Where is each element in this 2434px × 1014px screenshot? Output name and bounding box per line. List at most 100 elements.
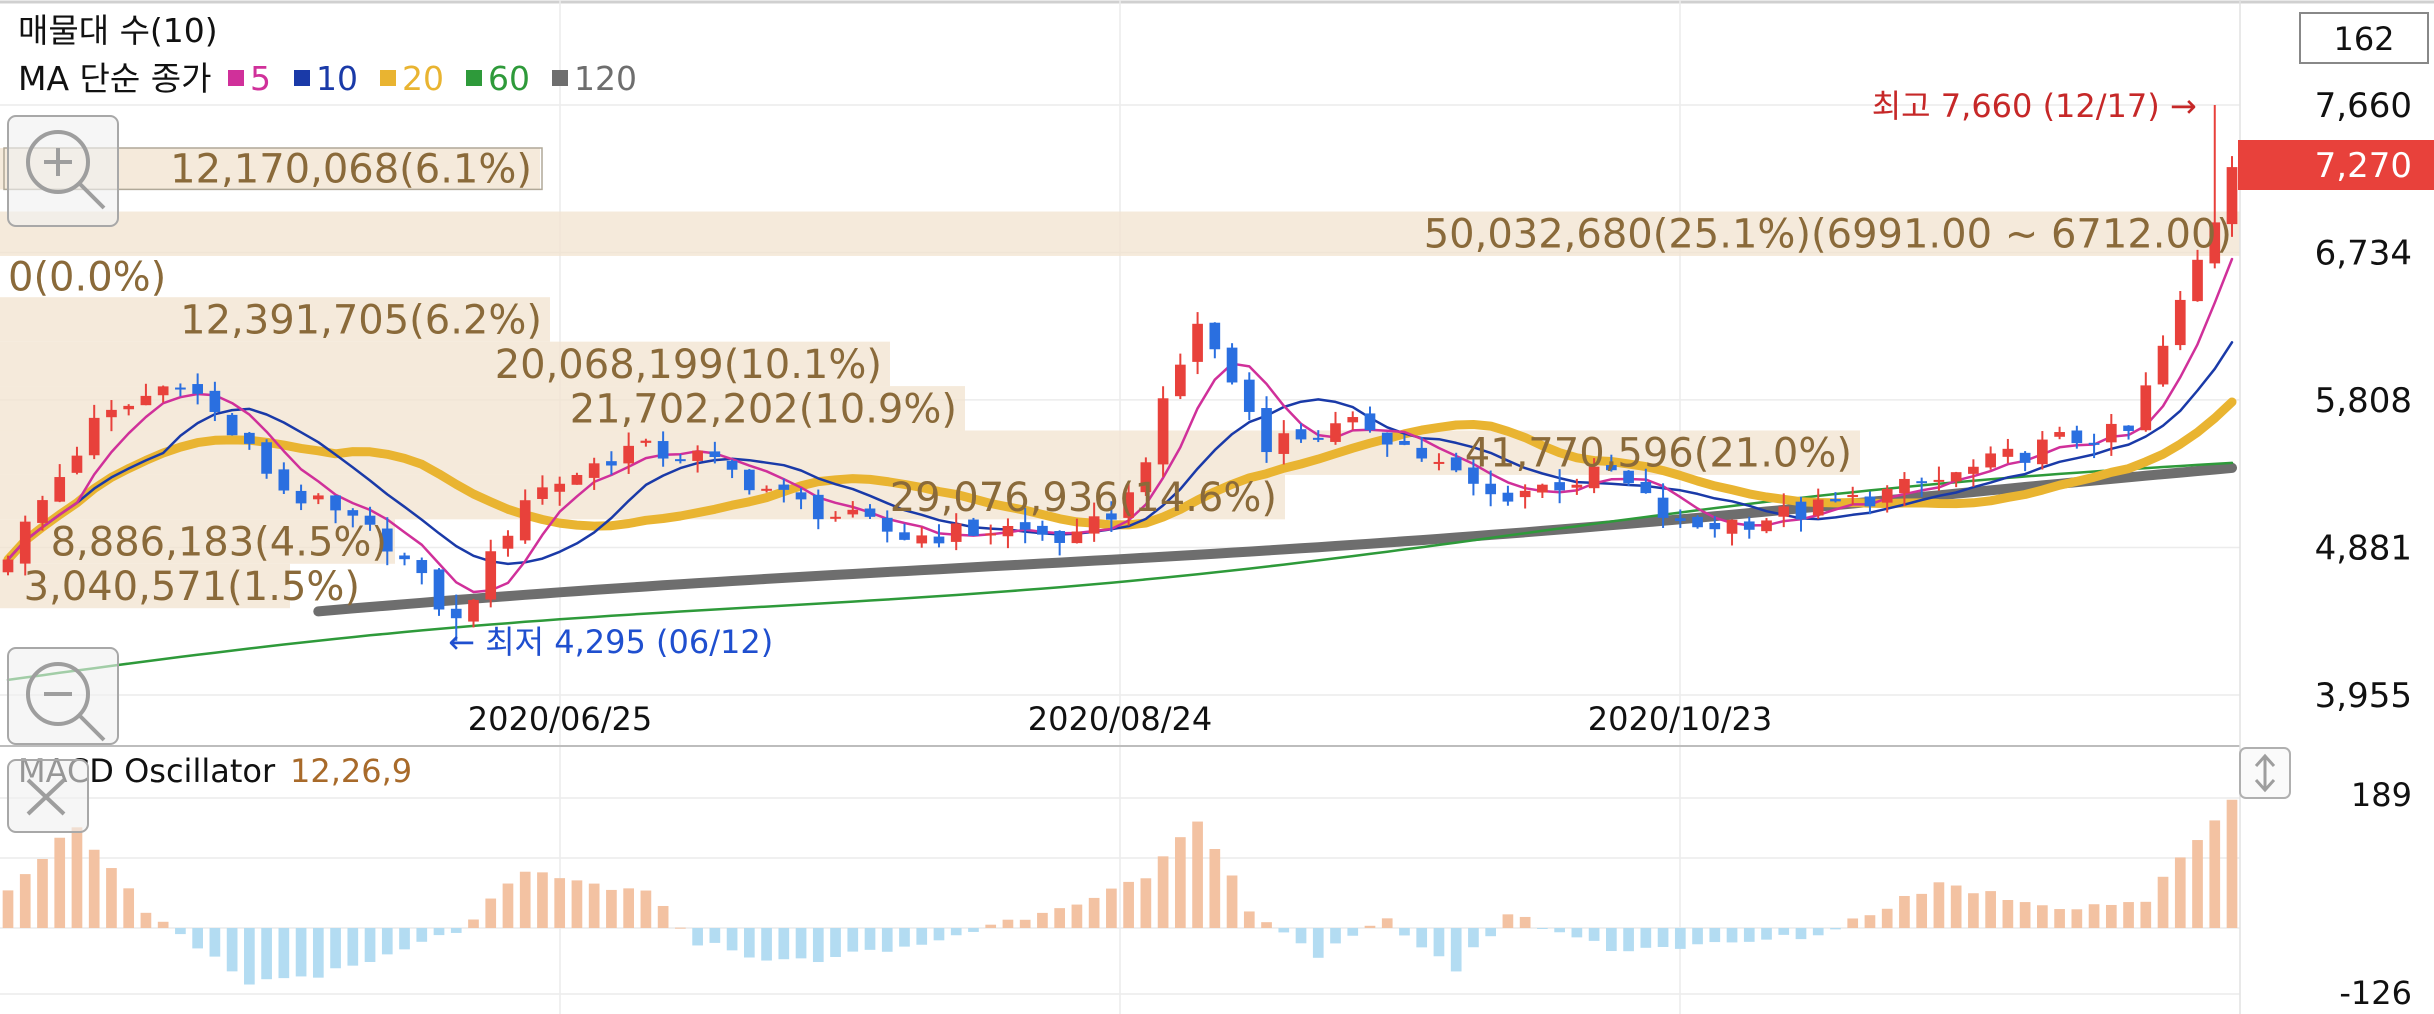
candle-body-32	[554, 483, 566, 492]
candle-body-65	[1123, 492, 1134, 518]
candle-43	[743, 468, 755, 495]
candle-body-33	[571, 474, 583, 485]
count-box[interactable]	[2299, 12, 2429, 64]
candle-body-48	[830, 516, 841, 519]
price-tick-1: 6,734	[2315, 233, 2412, 273]
candle-body-72	[1243, 379, 1255, 412]
candle-body-68	[1174, 364, 1186, 397]
candle-37	[640, 438, 652, 447]
candle-body-29	[502, 535, 514, 549]
macd-bar-6	[106, 868, 117, 928]
candle-body-20	[347, 510, 359, 516]
candle-48	[830, 511, 841, 522]
candle-8	[140, 383, 152, 406]
close-indicator-button[interactable]	[7, 759, 89, 833]
candle-118	[2037, 431, 2048, 470]
candle-body-86	[1485, 483, 1497, 495]
macd-bar-101	[1743, 928, 1755, 942]
candle-body-30	[519, 500, 531, 541]
candle-119	[2054, 426, 2065, 440]
candle-96	[1657, 483, 1669, 528]
macd-bar-99	[1709, 928, 1721, 943]
candle-123	[2123, 425, 2134, 440]
macd-bar-114	[1968, 893, 1979, 928]
macd-bar-60	[1037, 912, 1048, 928]
candle-124	[2140, 372, 2152, 432]
candle-body-81	[1399, 441, 1410, 445]
candle-body-43	[743, 469, 755, 491]
ma60-line	[6, 461, 2234, 682]
macd-bar-15	[261, 928, 272, 980]
volume-profile-bar-9	[0, 563, 290, 609]
candle-body-12	[209, 390, 221, 412]
candle-63	[1088, 502, 1100, 542]
macd-bar-63	[1088, 897, 1100, 928]
macd-bar-123	[2123, 902, 2134, 928]
macd-bar-128	[2209, 820, 2221, 928]
macd-bar-83	[1433, 928, 1445, 957]
candle-body-56	[968, 519, 979, 536]
candle-107	[1847, 486, 1859, 506]
macd-bar-76	[1312, 928, 1324, 958]
candle-28	[485, 539, 497, 608]
candle-72	[1243, 372, 1255, 421]
macd-bar-118	[2037, 905, 2048, 928]
macd-bar-93	[1606, 928, 1617, 952]
candle-97	[1674, 509, 1686, 528]
macd-bar-42	[726, 928, 738, 951]
candle-body-85	[1468, 467, 1479, 484]
resize-panel-button[interactable]	[2239, 747, 2291, 799]
zoom-in-button[interactable]	[7, 115, 119, 227]
macd-bar-95	[1640, 928, 1652, 948]
candle-55	[950, 513, 962, 551]
macd-bar-115	[1985, 891, 1996, 928]
candle-66	[1140, 457, 1152, 496]
candle-71	[1226, 343, 1238, 385]
candle-body-112	[1933, 479, 1945, 482]
candle-114	[1968, 459, 1979, 487]
candle-body-66	[1140, 462, 1152, 493]
ma-legend-label-10: 10	[316, 59, 358, 98]
candle-body-71	[1226, 347, 1238, 383]
candle-body-120	[2071, 430, 2083, 444]
candlesticks	[2, 105, 2238, 641]
candle-body-49	[847, 509, 859, 515]
candle-26	[450, 594, 462, 641]
ma-legend-swatch-20	[380, 70, 396, 86]
candle-15	[261, 439, 272, 479]
macd-bar-121	[2088, 904, 2100, 928]
candle-98	[1692, 515, 1703, 529]
candle-body-17	[295, 490, 307, 504]
candle-body-129	[2226, 167, 2238, 225]
moving-average-lines	[3, 257, 2237, 682]
candle-body-90	[1554, 482, 1565, 491]
macd-bar-29	[502, 883, 514, 928]
candle-46	[795, 488, 807, 510]
candle-106	[1830, 492, 1841, 503]
macd-bar-44	[761, 928, 772, 961]
macd-bar-16	[278, 928, 290, 979]
macd-bar-46	[795, 928, 807, 959]
candle-body-91	[1571, 484, 1583, 488]
price-tick-3: 4,881	[2315, 529, 2412, 569]
macd-bar-77	[1330, 928, 1341, 944]
macd-bar-56	[968, 928, 979, 932]
candle-body-101	[1743, 521, 1755, 530]
macd-bar-7	[123, 888, 135, 928]
candle-body-46	[795, 492, 807, 500]
candle-128	[2209, 105, 2221, 269]
candle-body-16	[278, 469, 290, 491]
candle-116	[2002, 438, 2014, 464]
macd-bar-40	[692, 928, 703, 946]
close-icon	[26, 778, 66, 816]
candle-52	[899, 523, 910, 541]
zoom-out-button[interactable]	[7, 647, 119, 745]
candle-13	[226, 412, 238, 436]
candle-body-84	[1450, 457, 1462, 471]
candle-body-97	[1674, 518, 1686, 522]
candle-30	[519, 489, 531, 544]
volume-profile-label-1: 50,032,680(25.1%)(6991.00 ~ 6712.00)	[1424, 212, 2232, 258]
candle-95	[1640, 468, 1652, 494]
macd-bar-104	[1795, 928, 1807, 940]
candle-body-98	[1692, 516, 1703, 528]
